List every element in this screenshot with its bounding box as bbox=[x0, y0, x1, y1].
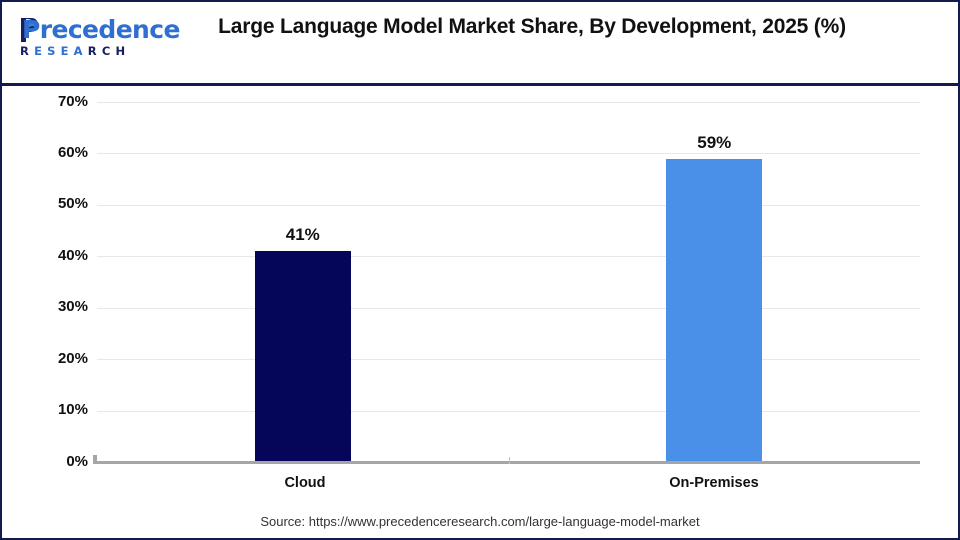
x-tick-label-cloud: Cloud bbox=[284, 475, 326, 491]
y-tick-label: 20% bbox=[57, 350, 88, 367]
bar-group-cloud: 41% bbox=[97, 102, 509, 462]
chart-header: Precedence RESEARCH Large Language Model… bbox=[2, 2, 958, 86]
logo-subtitle-part-3: RCH bbox=[87, 44, 131, 58]
gridline bbox=[97, 359, 920, 360]
gridline bbox=[97, 205, 920, 206]
gridline bbox=[97, 308, 920, 309]
bar-value-label: 59% bbox=[697, 132, 732, 152]
bar-group-on-premises: 59% bbox=[509, 102, 921, 462]
logo-wordmark: Precedence bbox=[22, 16, 180, 44]
gridline bbox=[97, 256, 920, 257]
y-tick-label: 60% bbox=[57, 144, 88, 161]
logo-subtitle: RESEARCH bbox=[20, 44, 130, 58]
gridline bbox=[97, 153, 920, 154]
y-tick-label: 70% bbox=[57, 93, 88, 110]
logo-initial: P bbox=[22, 15, 40, 44]
precedence-research-logo: Precedence RESEARCH bbox=[14, 16, 180, 68]
bar-value-label: 41% bbox=[285, 225, 320, 245]
x-tick-label-on-premises: On-Premises bbox=[669, 475, 759, 491]
logo-word-rest: recedence bbox=[39, 15, 181, 44]
y-tick-label: 50% bbox=[57, 195, 88, 212]
x-axis-category-divider bbox=[508, 457, 510, 464]
y-tick-label: 10% bbox=[57, 401, 88, 418]
plot-area: 41% 59% bbox=[93, 102, 921, 464]
gridline bbox=[97, 411, 920, 412]
y-tick-label: 40% bbox=[57, 247, 88, 264]
bar-on-premises[interactable] bbox=[666, 158, 763, 462]
y-tick-label: 30% bbox=[57, 298, 88, 315]
source-caption: Source: https://www.precedenceresearch.c… bbox=[260, 514, 700, 529]
page-title: Large Language Model Market Share, By De… bbox=[218, 15, 846, 38]
logo-subtitle-part-2: ESEA bbox=[34, 44, 88, 58]
y-axis: 70% 60% 50% 40% 30% 20% 10% 0% bbox=[2, 94, 88, 470]
precedence-leaf-mark bbox=[21, 18, 38, 42]
y-tick-label: 0% bbox=[66, 453, 88, 470]
gridline bbox=[97, 102, 920, 103]
logo-subtitle-part-1: R bbox=[20, 44, 35, 58]
x-axis-origin-tick bbox=[93, 455, 97, 464]
bar-cloud[interactable] bbox=[254, 251, 351, 462]
